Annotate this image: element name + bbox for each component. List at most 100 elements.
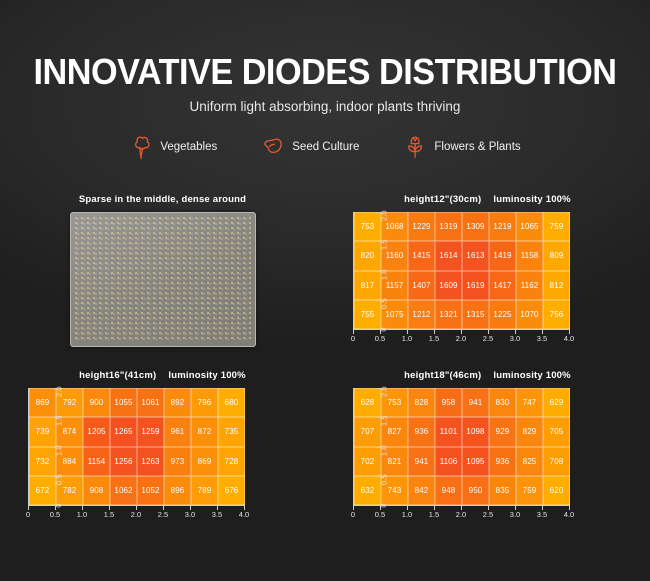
- x-axis-tick-mark: [380, 506, 381, 510]
- heatmap-cell: 1065: [516, 212, 543, 242]
- heatmap-cell: 732: [29, 446, 56, 476]
- chart-row-top: Sparse in the middle, dense around heigh…: [0, 186, 650, 362]
- heatmap-cell: 735: [218, 417, 245, 447]
- heatmap-cell: 628: [354, 388, 381, 418]
- heatmap-cell: 1259: [137, 417, 164, 447]
- x-axis-tick-label: 2.0: [130, 510, 142, 519]
- feature-item-vegetables: Vegetables: [129, 134, 217, 160]
- heatmap-cell: 1609: [435, 270, 462, 300]
- heatmap-cell: 1098: [462, 417, 489, 447]
- heatmap-cell: 728: [218, 446, 245, 476]
- y-axis-tick-mark: [378, 299, 382, 301]
- x-axis-tick-mark: [109, 506, 110, 510]
- y-axis-tick-mark: [378, 505, 382, 506]
- x-axis-tick-label: 1.5: [428, 334, 440, 343]
- chart-header-height18: height18"(46cm) luminosity 100%: [325, 362, 650, 388]
- chart-subtitle-height16: luminosity 100%: [168, 369, 246, 381]
- heatmap-cell: 820: [354, 241, 381, 271]
- x-axis-tick-label: 2.0: [455, 510, 467, 519]
- heatmap-cell: 812: [543, 270, 570, 300]
- x-axis-tick-mark: [461, 506, 462, 510]
- x-axis-tick-mark: [434, 506, 435, 510]
- heatmap-cell: 1415: [408, 241, 435, 271]
- chart-header-height16: height16"(41cm) luminosity 100%: [0, 362, 325, 388]
- heatmap-cell: 929: [489, 417, 516, 447]
- heatmap-cell: 739: [29, 417, 56, 447]
- heatmap-cell: 705: [543, 417, 570, 447]
- heatmap-cell: 1068: [381, 212, 408, 242]
- x-axis-tick-mark: [353, 506, 354, 510]
- heatmap-cell: 827: [381, 417, 408, 447]
- x-axis-tick-label: 0.5: [374, 334, 386, 343]
- heatmap-cell: 759: [516, 475, 543, 505]
- heatmap-cell: 789: [191, 475, 218, 505]
- heatmap-cell: 676: [218, 475, 245, 505]
- heatmap-height18: 628 753 828 958 941 830 747 629 707 827 936 1101 109…: [325, 387, 650, 522]
- heatmap-cell: 908: [83, 475, 110, 505]
- heatmap-cell: 1225: [489, 299, 516, 329]
- y-axis-tick-mark: [378, 270, 382, 272]
- chart-cell-height12: height12"(30cm) luminosity 100% 753 1068 1…: [325, 186, 650, 362]
- heatmap-cell: 1613: [462, 241, 489, 271]
- x-axis-1: 0 0.5 1.0 1.5 2.0 2.5 3.0 3.5 4.0: [26, 506, 249, 522]
- heatmap-height16: 869 792 900 1055 1061 892 796 680 739 874 1205 1265…: [0, 387, 325, 522]
- heatmap-cell: 825: [516, 446, 543, 476]
- y-axis-tick-mark: [53, 388, 57, 389]
- feature-label-seed-culture: Seed Culture: [292, 141, 360, 153]
- diode-panel-wrap: [0, 212, 325, 362]
- vegetables-icon: [129, 134, 153, 160]
- heatmap-cell: 1229: [408, 212, 435, 242]
- x-axis-tick-label: 1.0: [401, 334, 413, 343]
- heatmap-cell: 743: [381, 475, 408, 505]
- heatmap-cell: 629: [543, 388, 570, 418]
- x-axis-tick-label: 0.5: [49, 510, 61, 519]
- heatmap-cell: 1106: [435, 446, 462, 476]
- heatmap-cell: 1265: [110, 417, 137, 447]
- x-axis-tick-mark: [136, 506, 137, 510]
- heatmap-cell: 941: [408, 446, 435, 476]
- heatmap-cell: 756: [543, 299, 570, 329]
- x-axis-tick-mark: [569, 506, 570, 510]
- y-axis-tick-mark: [378, 446, 382, 448]
- panel-sheen: [70, 213, 255, 346]
- heatmap-cell: 1095: [462, 446, 489, 476]
- heatmap-grid-0: 753 1068 1229 1319 1309 1219 1065 759 820 1160 141…: [354, 212, 570, 329]
- x-axis-tick-label: 3.0: [509, 334, 521, 343]
- heatmap-cell: 948: [435, 475, 462, 505]
- x-axis-tick-label: 3.0: [509, 510, 521, 519]
- chart-header-height12: height12"(30cm) luminosity 100%: [325, 186, 650, 212]
- heatmap-cell: 961: [164, 417, 191, 447]
- feature-label-vegetables: Vegetables: [160, 141, 218, 153]
- x-axis-tick-label: 0: [350, 334, 356, 343]
- x-axis-tick-label: 1.0: [76, 510, 88, 519]
- x-axis-tick-mark: [190, 506, 191, 510]
- heatmap-cell: 1162: [516, 270, 543, 300]
- heatmap-cell: 1158: [516, 241, 543, 271]
- heatmap-cell: 1160: [381, 241, 408, 271]
- heatmap-cell: 1061: [137, 388, 164, 418]
- x-axis-tick-label: 2.5: [482, 334, 494, 343]
- diode-dot-highlight: [76, 218, 251, 342]
- y-axis-tick-mark: [53, 475, 57, 477]
- x-axis-tick-label: 3.5: [211, 510, 223, 519]
- heatmap-cell: 936: [489, 446, 516, 476]
- heatmap-cell: 830: [489, 388, 516, 418]
- heatmap-cell: 1101: [435, 417, 462, 447]
- heatmap-cell: 1309: [462, 212, 489, 242]
- chart-subtitle-height18: luminosity 100%: [493, 369, 571, 381]
- heatmap-cell: 958: [435, 388, 462, 418]
- x-axis-tick-mark: [353, 330, 354, 334]
- diode-panel-cell: Sparse in the middle, dense around: [0, 186, 325, 362]
- page-title: INNOVATIVE DIODES DISTRIBUTION: [33, 51, 617, 92]
- x-axis-tick-mark: [407, 506, 408, 510]
- heatmap-cell: 896: [164, 475, 191, 505]
- x-axis-tick-mark: [217, 506, 218, 510]
- y-axis-tick-mark: [378, 241, 382, 243]
- heatmap-cell: 829: [516, 417, 543, 447]
- heatmap-cell: 747: [516, 388, 543, 418]
- heatmap-cell: 1157: [381, 270, 408, 300]
- heatmap-cell: 941: [462, 388, 489, 418]
- x-axis-tick-label: 1.5: [428, 510, 440, 519]
- heatmap-grid-2: 628 753 828 958 941 830 747 629 707 827 936 1101 109…: [354, 388, 570, 505]
